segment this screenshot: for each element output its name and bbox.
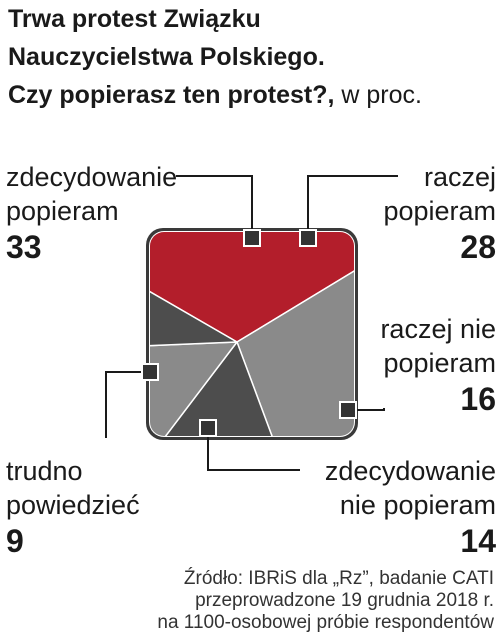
slice-label-trudno-powiedziec: trudno powiedzieć 9 [6,454,140,560]
slice-value: 33 [6,229,42,265]
leader-marker [339,401,357,419]
slice-label-line: raczej [423,162,496,192]
chart-title: Trwa protest Związku Nauczycielstwa Pols… [8,0,498,114]
slice-label-line: nie popieram [339,490,496,520]
slice-label-line: trudno [6,456,83,486]
slice-label-raczej-nie-popieram: raczej nie popieram 16 [380,312,496,418]
title-line-2: Nauczycielstwa Polskiego. [8,43,325,71]
leader-marker [299,229,317,247]
title-line-1: Trwa protest Związku [8,5,261,33]
slice-label-line: zdecydowanie [6,162,178,192]
slice-value: 28 [460,229,496,265]
leader-marker [199,419,217,437]
slice-value: 14 [460,523,496,559]
source-line: Źródło: IBRiS dla „Rz”, badanie CATI [183,568,494,589]
source-note: Źródło: IBRiS dla „Rz”, badanie CATI prz… [157,568,494,634]
slice-label-line: zdecydowanie [324,456,496,486]
slice-label-zdecydowanie-popieram: zdecydowanie popieram 33 [6,160,177,266]
title-line-3: Czy popierasz ten protest?, w proc. [8,76,498,114]
slice-label-zdecydowanie-nie-popieram: zdecydowanie nie popieram 14 [325,454,496,560]
source-line: przeprowadzone 19 grudnia 2018 r. [195,590,494,611]
leader-line [348,408,385,411]
unit-label: w proc. [341,81,422,109]
slice-label-line: popieram [6,196,119,226]
leader-marker [243,229,261,247]
slice-label-line: popieram [383,196,496,226]
slice-label-line: popieram [383,348,496,378]
leader-marker [141,363,159,381]
slice-value: 16 [460,381,496,417]
slice-label-line: raczej nie [380,314,496,344]
slice-label-line: powiedzieć [6,490,140,520]
slice-trudno-powiedziec [150,232,238,353]
source-line: na 1100-osobowej próbie respondentów [157,612,494,633]
leader-line [307,175,398,238]
slice-zdecydowanie-nie-popieram [150,341,238,436]
slice-value: 9 [6,523,24,559]
slice-label-raczej-popieram: raczej popieram 28 [383,160,496,266]
title-line-3-text: Czy popierasz ten protest?, [8,81,335,109]
leader-line [207,428,300,471]
leader-line [105,371,150,438]
leader-line [176,175,253,238]
